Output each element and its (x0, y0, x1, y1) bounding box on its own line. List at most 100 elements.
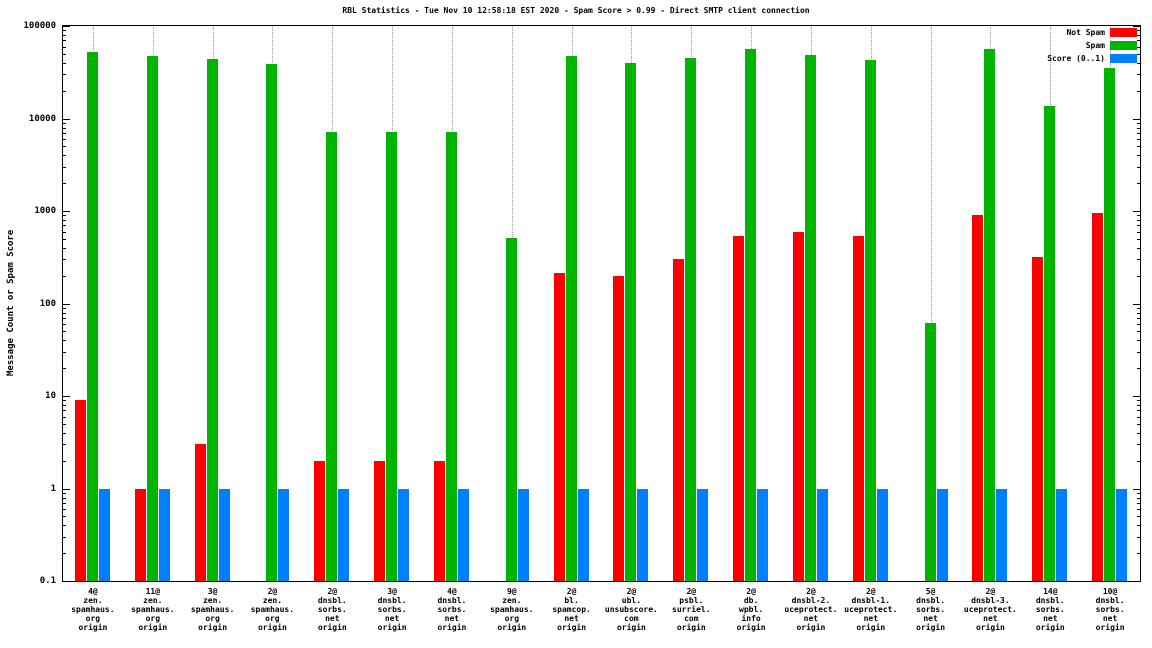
y-minor-tick (63, 53, 66, 55)
legend-label-not-spam: Not Spam (1066, 28, 1105, 37)
y-minor-tick (1137, 166, 1140, 168)
y-minor-tick (63, 146, 66, 148)
x-tick-label-line: origin (317, 623, 347, 632)
x-tick-label-line: surriel. (672, 605, 711, 614)
y-major-tick (1133, 396, 1140, 397)
legend-item-score: Score (0..1) (1047, 54, 1137, 63)
bar-score-0-1 (996, 488, 1008, 581)
y-minor-tick (63, 405, 66, 406)
y-minor-tick (1137, 509, 1140, 510)
bar-score-0-1 (517, 488, 529, 581)
x-tick-label-line: com (624, 614, 639, 623)
y-minor-tick (1137, 146, 1140, 148)
y-tick-label: 0.1 (39, 576, 56, 586)
x-tick-label: 3@ zen. spamhaus. org origin (168, 587, 258, 632)
y-major-tick (1133, 488, 1140, 490)
x-tick-label-line: zen. (262, 596, 283, 605)
x-tick-label-line: sorbs. (317, 605, 347, 614)
x-tick-label-line: 2@ (686, 587, 697, 596)
y-minor-tick (1137, 444, 1140, 446)
y-minor-tick (1137, 497, 1140, 499)
y-minor-tick (1137, 368, 1140, 370)
x-tick-label: 2@ dnsbl. sorbs. net origin (287, 587, 377, 632)
bar-spam (326, 131, 338, 581)
y-minor-tick (1137, 317, 1140, 319)
x-tick-label-line: zen. (83, 596, 103, 605)
x-tick-label-line: origin (138, 623, 168, 632)
y-minor-tick (1137, 225, 1140, 227)
y-minor-tick (63, 166, 66, 168)
x-tick-label-line: 11@ (145, 587, 161, 596)
x-gridline (930, 26, 932, 581)
y-minor-tick (1137, 220, 1140, 221)
x-tick-label-line: dnsbl. (317, 596, 347, 605)
x-tick-label-line: dnsbl-2. (791, 596, 831, 605)
x-tick-label-line: 2@ (806, 587, 816, 596)
bar-score-0-1 (876, 488, 888, 581)
x-tick-label-line: 2@ (327, 587, 338, 596)
y-minor-tick (1137, 259, 1140, 261)
bar-spam (146, 56, 158, 581)
bar-score-0-1 (158, 488, 170, 581)
x-tick-label-line: origin (377, 623, 407, 632)
x-tick-label-line: origin (198, 623, 228, 632)
x-tick-label: 4@ zen. spamhaus. org origin (48, 587, 138, 632)
y-minor-tick (63, 74, 66, 76)
x-tick-label-line: origin (916, 623, 946, 632)
x-tick-label: 14@ dnsbl. sorbs. net origin (1005, 587, 1095, 632)
x-tick-label-line: org (265, 614, 280, 623)
x-tick-label-line: net (983, 614, 998, 623)
y-minor-tick (1137, 553, 1140, 555)
legend-label-spam: Spam (1085, 41, 1105, 50)
legend-swatch-not-spam (1110, 28, 1137, 37)
x-tick-label-line: dnsbl. (1095, 596, 1125, 605)
x-tick-label-line: sorbs. (1095, 605, 1125, 614)
y-major-tick (63, 211, 70, 212)
x-tick-label-line: ubl. (621, 596, 642, 605)
y-minor-tick (1137, 410, 1140, 412)
x-tick-label-line: origin (497, 623, 527, 632)
y-minor-tick (1137, 132, 1140, 134)
y-major-tick (63, 396, 70, 397)
y-major-tick (1133, 581, 1140, 582)
y-minor-tick (63, 122, 66, 124)
bar-score-0-1 (218, 488, 230, 581)
x-tick-label: 2@ ubl. unsubscore. com origin (586, 587, 676, 632)
bar-spam (86, 52, 98, 581)
y-minor-tick (1137, 139, 1140, 140)
bar-not-spam (374, 460, 386, 581)
x-tick-label-line: dnsbl-1. (851, 596, 891, 605)
y-minor-tick (63, 307, 66, 309)
y-minor-tick (1137, 502, 1140, 504)
bar-not-spam (433, 460, 445, 581)
x-tick-label-line: org (145, 614, 161, 623)
y-tick-label: 10000 (28, 113, 56, 124)
x-tick-label-line: origin (975, 623, 1005, 632)
x-tick-label-line: unsubscore. (604, 605, 658, 614)
x-tick-label-line: 2@ (566, 587, 577, 596)
chart-title: RBL Statistics - Tue Nov 10 12:58:18 EST… (342, 6, 810, 15)
bar-score-0-1 (577, 488, 589, 581)
x-tick-label-line: org (504, 614, 520, 623)
y-minor-tick (63, 40, 66, 42)
bar-not-spam (1032, 256, 1044, 581)
x-tick-label: 4@ dnsbl. sorbs. net origin (407, 587, 497, 632)
bar-spam (864, 59, 876, 581)
legend-swatch-score (1110, 54, 1137, 63)
y-minor-tick (63, 35, 66, 36)
bar-spam (505, 238, 517, 581)
x-tick-label-line: dnsbl. (437, 596, 467, 605)
y-minor-tick (1137, 324, 1140, 325)
y-minor-tick (63, 127, 66, 129)
x-tick-label-line: psbl. (679, 596, 704, 605)
x-tick-label-line: com (684, 614, 699, 623)
bar-spam (745, 48, 757, 581)
y-tick-label: 100000 (23, 21, 56, 31)
x-tick-label: 10@ dnsbl. sorbs. net origin (1065, 587, 1152, 632)
x-tick-label-line: spamhaus. (71, 605, 115, 614)
y-minor-tick (63, 492, 66, 494)
x-tick-label-line: sorbs. (437, 605, 467, 614)
x-tick-label-line: dnsbl. (916, 596, 946, 605)
bar-score-0-1 (757, 488, 769, 581)
bar-not-spam (314, 460, 326, 581)
